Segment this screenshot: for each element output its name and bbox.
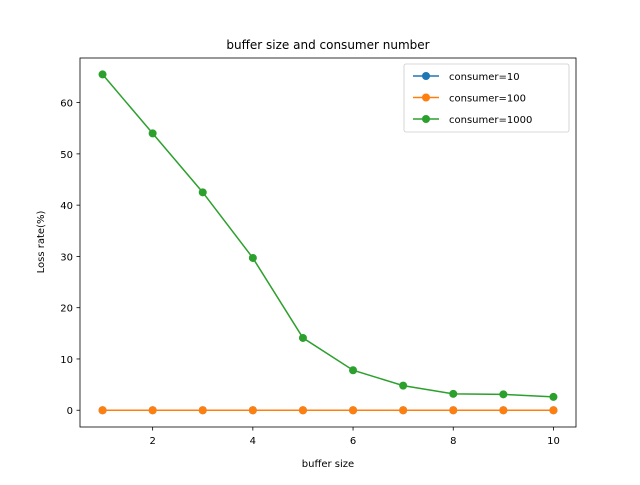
- plot-frame: [79, 57, 577, 428]
- y-axis-label: Loss rate(%): [36, 211, 47, 274]
- x-tick-label: 10: [547, 436, 560, 447]
- data-point: [449, 389, 458, 398]
- data-point: [549, 392, 558, 401]
- axis-ticks: 2 4 6 8 10 0 10 20 30 40 50 60: [60, 99, 560, 447]
- data-point: [349, 366, 358, 375]
- plot-series: [98, 70, 558, 415]
- legend-swatch-marker: [422, 93, 430, 102]
- data-point: [349, 406, 358, 415]
- data-point: [98, 70, 107, 79]
- series-line: [101, 73, 554, 398]
- data-point: [499, 390, 508, 399]
- series-consumer=1000: [98, 70, 558, 401]
- data-point: [148, 406, 157, 415]
- data-point: [399, 381, 408, 390]
- legend-swatch-marker: [422, 115, 430, 123]
- data-point: [399, 406, 408, 415]
- y-tick-label: 30: [60, 252, 73, 263]
- data-point: [449, 406, 458, 415]
- data-point: [148, 129, 157, 138]
- data-point: [98, 406, 107, 415]
- x-tick-label: 2: [149, 436, 155, 447]
- y-tick-label: 60: [60, 99, 73, 110]
- legend-label: consumer=100: [449, 94, 526, 105]
- y-tick-label: 0: [67, 406, 73, 417]
- legend-label: consumer=10: [449, 72, 520, 83]
- legend-swatch-marker: [422, 72, 430, 80]
- data-point: [198, 406, 207, 415]
- x-tick-label: 6: [350, 436, 356, 447]
- x-tick-label: 4: [250, 436, 256, 447]
- y-tick-label: 10: [60, 355, 73, 366]
- data-point: [499, 406, 508, 415]
- data-point: [549, 406, 558, 415]
- data-point: [298, 333, 307, 342]
- chart-title: buffer size and consumer number: [226, 38, 429, 52]
- data-point: [248, 406, 257, 415]
- x-tick-label: 8: [450, 436, 456, 447]
- data-point: [248, 253, 257, 262]
- legend-label: consumer=1000: [449, 115, 532, 126]
- legend: consumer=10 consumer=100 consumer=1000: [403, 63, 570, 133]
- data-point: [198, 188, 207, 197]
- y-tick-label: 20: [60, 304, 73, 315]
- data-point: [298, 406, 307, 415]
- legend-box: [403, 63, 570, 133]
- x-axis-label: buffer size: [302, 459, 354, 470]
- y-tick-label: 50: [60, 150, 73, 161]
- series-consumer=100: [98, 406, 558, 415]
- y-tick-label: 40: [60, 201, 73, 212]
